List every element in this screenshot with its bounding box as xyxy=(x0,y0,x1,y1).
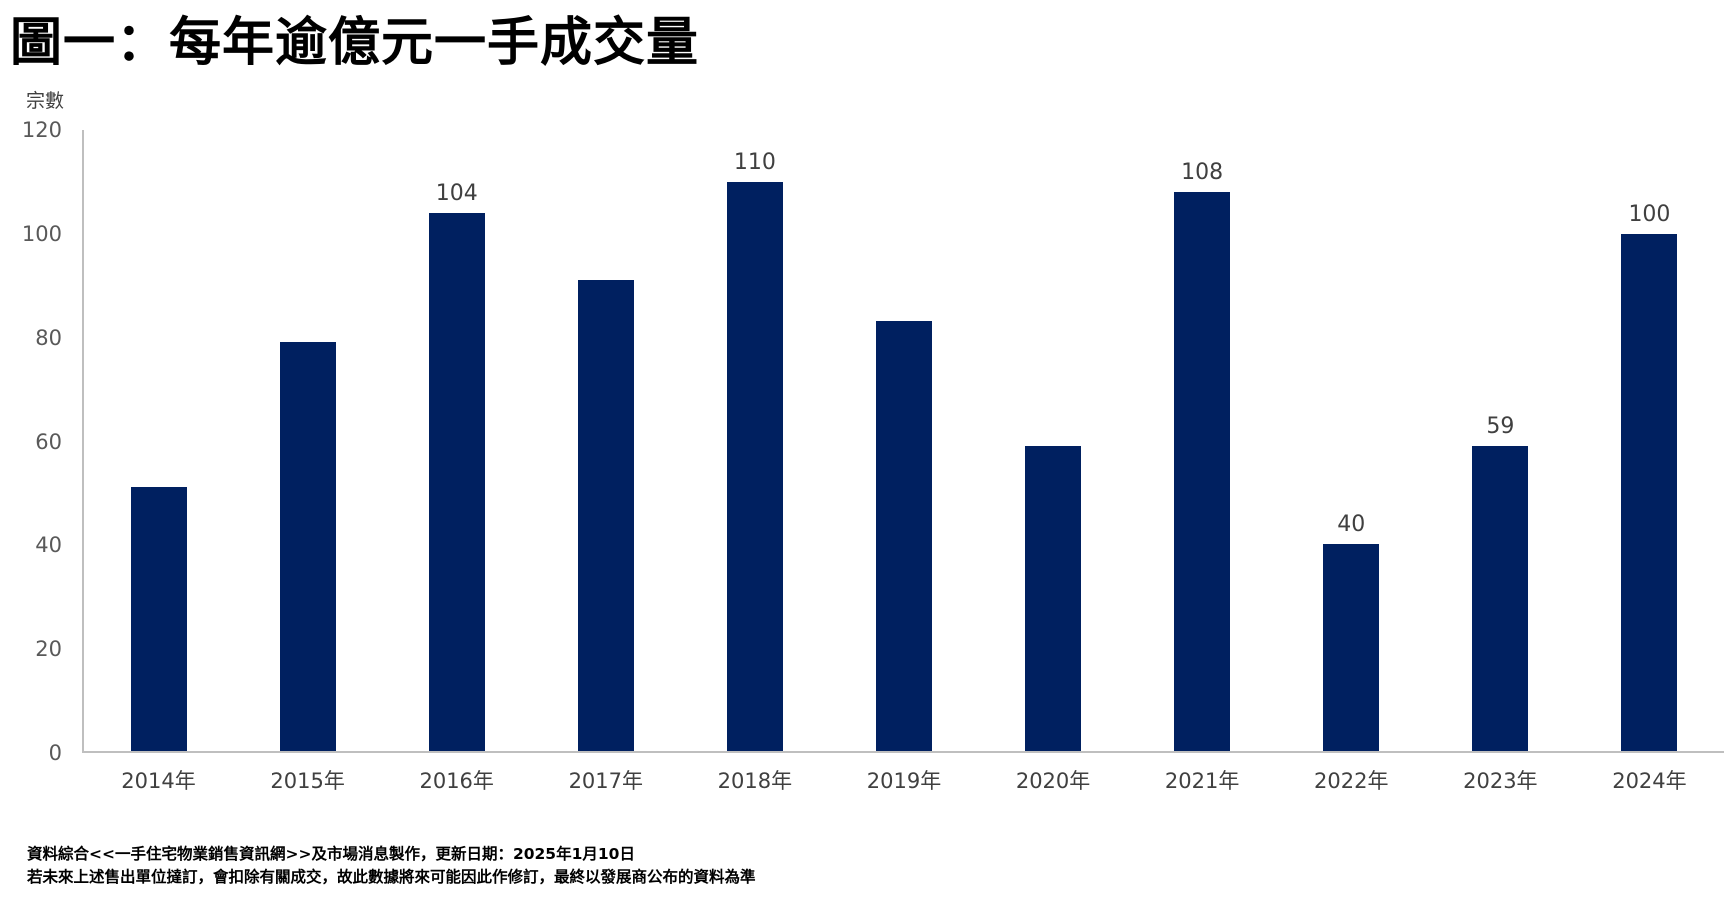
bar-value-label: 40 xyxy=(1337,512,1366,537)
x-axis-label: 2015年 xyxy=(270,769,345,793)
y-axis-unit-label: 宗數 xyxy=(26,90,65,112)
bar xyxy=(279,342,336,751)
bar xyxy=(577,280,634,751)
bar: 108 xyxy=(1174,160,1231,751)
bar xyxy=(130,487,187,751)
x-axis-label: 2021年 xyxy=(1164,769,1240,793)
bar-value-label: 59 xyxy=(1486,413,1515,439)
bar-value-label: 100 xyxy=(1628,201,1671,227)
bar: 59 xyxy=(1472,414,1529,751)
bar-value-label: 108 xyxy=(1181,160,1224,186)
y-axis-tick-label: 0 xyxy=(48,741,62,765)
bar xyxy=(1025,445,1082,751)
x-axis-label: 2024年 xyxy=(1612,769,1687,793)
bar-column: 2014年 xyxy=(84,130,233,793)
bar-column: 104 2016年 xyxy=(382,130,531,793)
bar-column: 110 2018年 xyxy=(680,130,829,793)
footnotes: 資料綜合<<一手住宅物業銷售資訊網>>及市場消息製作，更新日期：2025年1月1… xyxy=(27,843,756,889)
plot-area: 2014年 2015年 104 2016年 2017年 110 2018年 2019年 2020… xyxy=(82,130,1724,794)
footnote-disclaimer-line: 若未來上述售出單位撻訂，會扣除有關成交，故此數據將來可能因此作修訂，最終以發展商… xyxy=(27,868,756,886)
x-axis-label: 2017年 xyxy=(568,769,644,793)
x-axis-label: 2020年 xyxy=(1015,769,1091,793)
bar-value-label: 104 xyxy=(435,180,478,206)
bar xyxy=(875,321,932,751)
x-axis-label: 2018年 xyxy=(717,769,793,793)
bar-column: 108 2021年 xyxy=(1128,130,1277,793)
bar: 100 xyxy=(1621,202,1678,751)
bar-column: 40 2022年 xyxy=(1277,130,1426,793)
x-axis-label: 2019年 xyxy=(866,769,942,793)
x-axis-label: 2016年 xyxy=(419,769,494,793)
bar-column: 59 2023年 xyxy=(1426,130,1575,793)
y-axis-tick-label: 20 xyxy=(35,637,62,662)
y-axis-tick-label: 60 xyxy=(35,429,62,454)
y-axis-tick-label: 120 xyxy=(21,118,62,142)
footnote-source-line: 資料綜合<<一手住宅物業銷售資訊網>>及市場消息製作，更新日期：2025年1月1… xyxy=(27,845,635,863)
bar-column: 2017年 xyxy=(531,130,680,793)
bar-column: 2019年 xyxy=(829,130,978,793)
y-axis-ticks: 0 20 40 60 80 100 120 xyxy=(0,118,62,765)
y-axis-tick-label: 40 xyxy=(35,533,62,558)
chart-title: 圖一：每年逾億元一手成交量 xyxy=(10,13,700,73)
bar-value-label: 110 xyxy=(733,149,776,175)
x-axis-label: 2023年 xyxy=(1463,769,1538,793)
x-axis-label: 2022年 xyxy=(1314,769,1389,793)
y-axis-tick-label: 100 xyxy=(21,221,62,246)
bar-column: 2020年 xyxy=(979,130,1128,793)
bar-column: 100 2024年 xyxy=(1575,130,1724,794)
bar: 104 xyxy=(428,181,485,751)
x-axis-label: 2014年 xyxy=(121,769,196,793)
bar: 40 xyxy=(1323,512,1380,751)
y-axis-tick-label: 80 xyxy=(35,325,62,350)
bar-column: 2015年 xyxy=(233,130,382,793)
bar: 110 xyxy=(726,150,783,751)
